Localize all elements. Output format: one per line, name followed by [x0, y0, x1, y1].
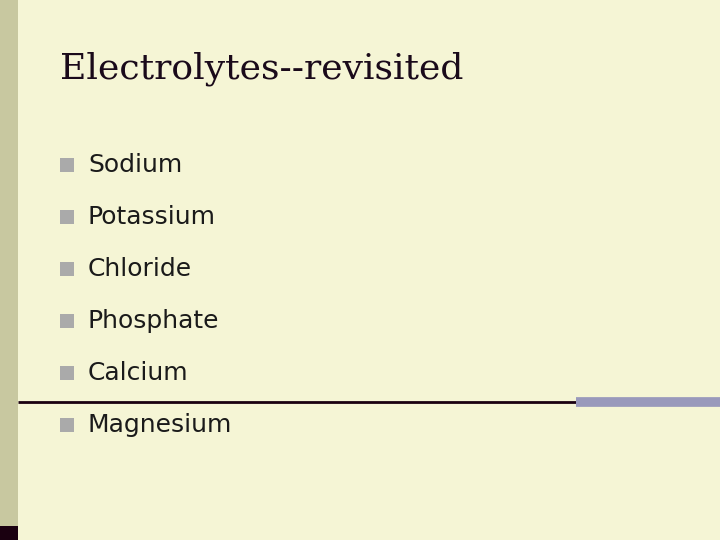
Bar	[60, 314, 74, 328]
Bar	[60, 262, 74, 276]
Text: Magnesium: Magnesium	[88, 413, 233, 437]
Text: Potassium: Potassium	[88, 205, 216, 229]
Bar	[60, 210, 74, 224]
Text: Calcium: Calcium	[88, 361, 189, 385]
Text: Electrolytes--revisited: Electrolytes--revisited	[60, 52, 464, 86]
Bar	[0, 0, 18, 540]
Bar	[60, 158, 74, 172]
Bar	[60, 366, 74, 380]
Text: Chloride: Chloride	[88, 257, 192, 281]
Text: Sodium: Sodium	[88, 153, 182, 177]
Bar	[0, 526, 18, 540]
Bar	[60, 418, 74, 432]
Text: Phosphate: Phosphate	[88, 309, 220, 333]
